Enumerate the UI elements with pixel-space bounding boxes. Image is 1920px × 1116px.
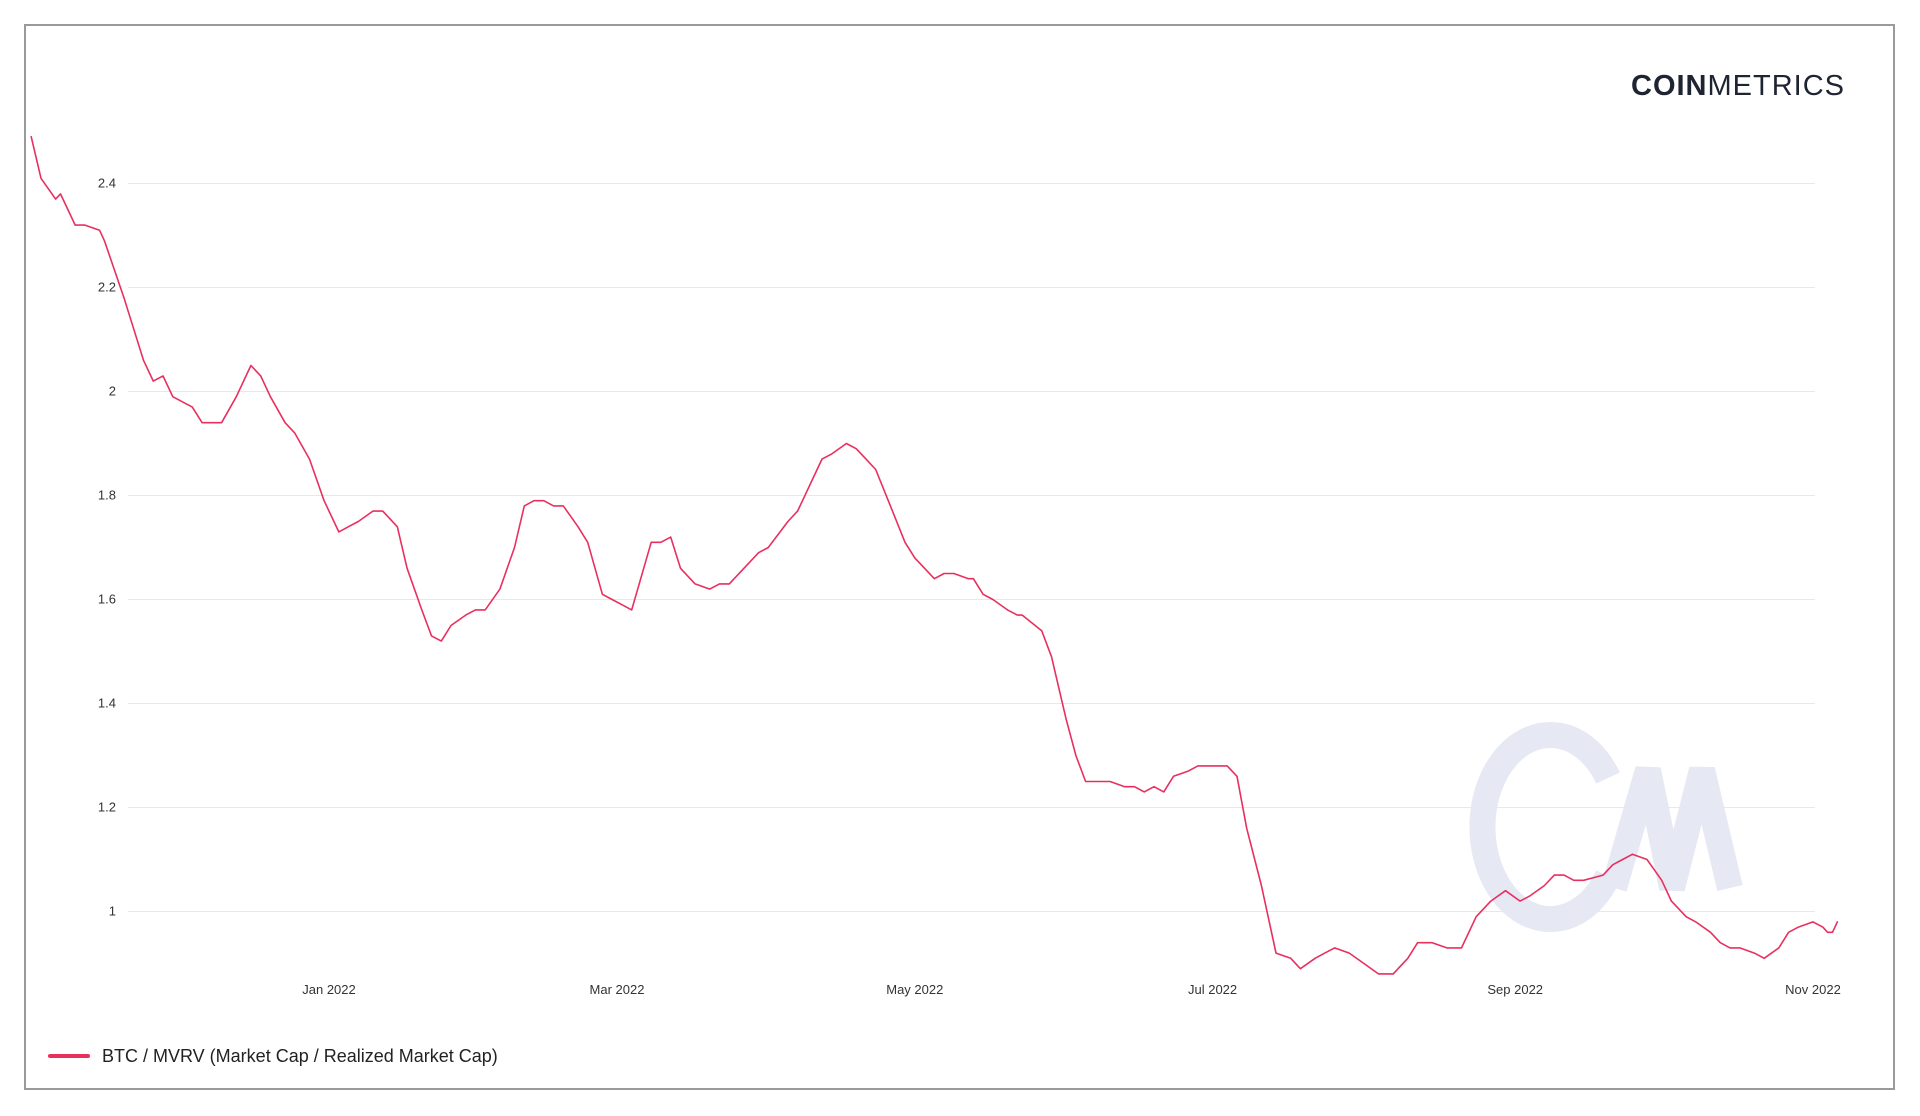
chart-legend[interactable]: BTC / MVRV (Market Cap / Realized Market… bbox=[48, 1044, 498, 1068]
series-layer bbox=[30, 135, 1839, 975]
y-tick-label: 1.8 bbox=[98, 488, 116, 503]
brand-light: METRICS bbox=[1707, 70, 1845, 102]
y-tick-label: 1.6 bbox=[98, 592, 116, 607]
series-line-btc-mvrv bbox=[30, 135, 1839, 975]
y-tick-label: 2.2 bbox=[98, 280, 116, 295]
y-tick-label: 2.4 bbox=[98, 176, 116, 191]
legend-label: BTC / MVRV (Market Cap / Realized Market… bbox=[102, 1045, 498, 1066]
x-tick-label: Mar 2022 bbox=[590, 982, 645, 997]
x-tick-label: Nov 2022 bbox=[1785, 982, 1841, 997]
cm-watermark-logo bbox=[1469, 722, 1743, 932]
legend-swatch bbox=[48, 1054, 90, 1058]
y-tick-label: 2 bbox=[109, 384, 116, 399]
watermark-c-shape bbox=[1469, 722, 1620, 932]
x-axis-ticks: Jan 2022 Mar 2022 May 2022 Jul 2022 Sep 2022… bbox=[302, 982, 1841, 997]
coinmetrics-logo: COINMETRICS bbox=[1631, 70, 1845, 103]
x-tick-label: May 2022 bbox=[886, 982, 943, 997]
gridlines bbox=[128, 183, 1815, 912]
x-tick-label: Jul 2022 bbox=[1188, 982, 1237, 997]
y-tick-label: 1.4 bbox=[98, 696, 116, 711]
x-tick-label: Sep 2022 bbox=[1487, 982, 1543, 997]
y-axis-ticks: 1 1.2 1.4 1.6 1.8 2 2.2 2.4 bbox=[98, 176, 116, 919]
watermark-m-shape bbox=[1601, 766, 1743, 892]
brand-strong: COIN bbox=[1631, 70, 1708, 102]
y-tick-label: 1.2 bbox=[98, 800, 116, 815]
x-tick-label: Jan 2022 bbox=[302, 982, 356, 997]
y-tick-label: 1 bbox=[109, 904, 116, 919]
